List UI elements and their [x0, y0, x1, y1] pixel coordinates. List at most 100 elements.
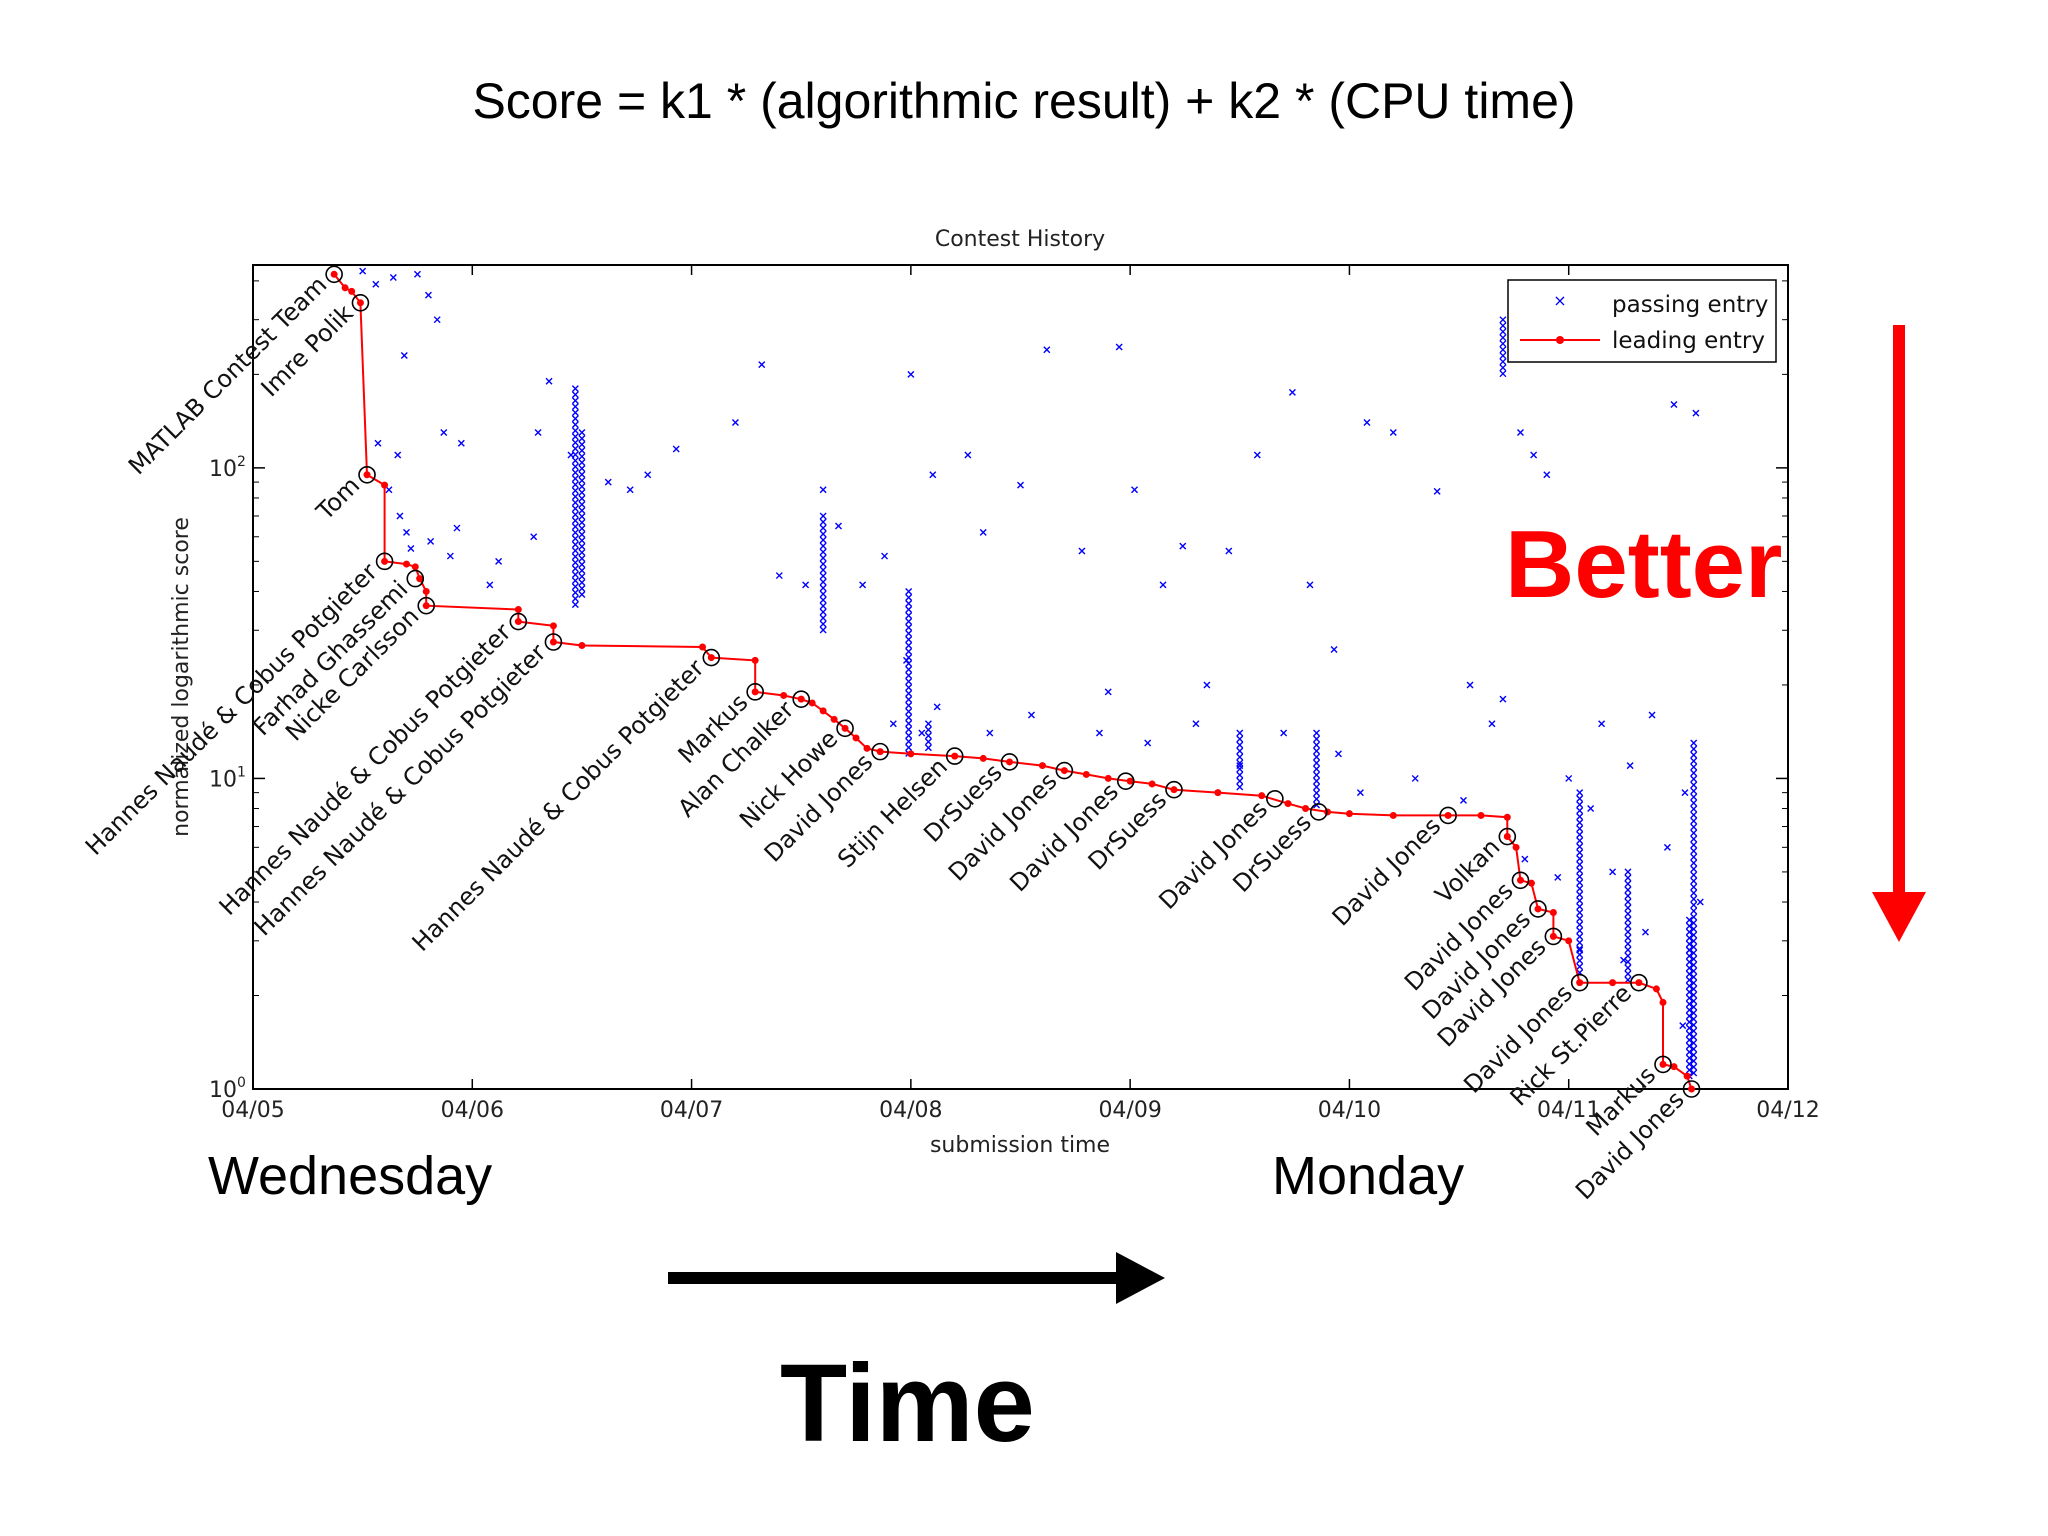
passing-entry-point	[1690, 1003, 1698, 1011]
passing-entry-point	[1236, 759, 1244, 767]
leader-marker	[544, 633, 563, 651]
passing-entry-point	[1690, 1009, 1698, 1017]
passing-entry-point	[1690, 919, 1698, 927]
passing-entry-point	[758, 361, 766, 369]
passing-entry-point	[578, 566, 586, 574]
time-arrow-head	[1116, 1252, 1165, 1304]
passing-entry-point	[1685, 1030, 1693, 1038]
passing-entry-point	[1115, 343, 1123, 351]
leading-entry-point	[1345, 810, 1353, 818]
passing-entry-point	[578, 560, 586, 568]
leading-entry-point	[1652, 985, 1660, 993]
passing-entry-point	[1576, 891, 1584, 899]
passing-entry-point	[1236, 777, 1244, 785]
passing-entry-point	[389, 274, 397, 282]
passing-entry-point	[571, 457, 579, 465]
passing-entry-point	[571, 541, 579, 549]
passing-entry-point	[578, 530, 586, 538]
leader-marker	[1682, 1080, 1701, 1098]
passing-entry-point	[571, 559, 579, 567]
passing-entry-point	[571, 517, 579, 525]
leading-entry-point	[1503, 833, 1511, 841]
passing-entry-point	[1690, 979, 1698, 987]
passing-entry-point	[1499, 328, 1507, 336]
passing-entry-point	[1690, 1021, 1698, 1029]
passing-entry-point	[933, 703, 941, 711]
passing-entry-point	[905, 611, 913, 619]
passing-entry-point	[1690, 847, 1698, 855]
x-tick-label: 04/10	[1318, 1098, 1381, 1123]
better-arrow-head	[1872, 892, 1926, 942]
passing-entry-point	[571, 595, 579, 603]
passing-entry-point	[819, 590, 827, 598]
passing-entry-point	[407, 545, 415, 552]
passing-entry-point	[571, 499, 579, 507]
leading-entry-point	[1609, 979, 1617, 987]
passing-entry-point	[571, 475, 579, 483]
passing-entry-point	[819, 584, 827, 592]
passing-entry-point	[457, 439, 465, 447]
passing-entry-point	[571, 385, 579, 393]
passing-entry-point	[571, 583, 579, 591]
passing-entry-point	[819, 486, 827, 494]
passing-entry-point	[1576, 879, 1584, 887]
leading-entry-point	[348, 287, 356, 295]
x-tick-label: 04/05	[221, 1098, 284, 1123]
time-label: Time	[780, 1342, 1035, 1465]
passing-entry-point	[859, 581, 867, 589]
leading-entry-point	[1006, 758, 1014, 766]
passing-entry-point	[1685, 976, 1693, 984]
passing-entry-point	[578, 542, 586, 550]
passing-entry-point	[1313, 765, 1321, 773]
passing-entry-point	[1624, 958, 1632, 966]
passing-entry-point	[571, 439, 579, 447]
leading-entry-point	[841, 724, 849, 732]
passing-entry-point	[1159, 581, 1167, 589]
passing-entry-point	[1576, 837, 1584, 845]
passing-entry-point	[578, 590, 586, 598]
passing-entry-point	[578, 500, 586, 508]
passing-entry-point	[905, 623, 913, 631]
leading-entry-point	[1549, 932, 1557, 940]
leading-entry-point	[341, 284, 349, 292]
passing-entry-point	[1690, 883, 1698, 891]
time-arrow	[668, 1252, 1165, 1304]
passing-entry-point	[578, 572, 586, 580]
passing-entry-point	[1690, 877, 1698, 885]
passing-entry-point	[1236, 729, 1244, 737]
passing-entry-point	[1576, 855, 1584, 863]
passing-entry-point	[1576, 819, 1584, 827]
passing-entry-point	[1313, 753, 1321, 761]
passing-entry-point	[1624, 892, 1632, 900]
legend-box	[1507, 279, 1777, 363]
passing-entry-point	[1670, 400, 1678, 408]
passing-entry-point	[578, 440, 586, 448]
passing-entry-point	[1499, 364, 1507, 372]
passing-entry-point	[1690, 811, 1698, 819]
passing-entry-point	[1690, 895, 1698, 903]
passing-entry-point	[819, 560, 827, 568]
better-arrow	[1872, 325, 1926, 942]
y-axis-title: normalized logarithmic score	[169, 517, 194, 837]
passing-entry-point	[1685, 928, 1693, 936]
passing-entry-point	[1690, 793, 1698, 801]
passing-entry-point	[1466, 681, 1474, 689]
passing-entry-point	[819, 566, 827, 574]
passing-entry-point	[924, 744, 932, 752]
passing-entry-point	[889, 720, 897, 728]
passing-entry-point	[1685, 988, 1693, 996]
x-axis-title: submission time	[930, 1133, 1110, 1158]
passing-entry-point	[1576, 843, 1584, 851]
passing-entry-point	[1543, 471, 1551, 479]
passing-entry-point	[1624, 946, 1632, 954]
leader-label: Tom	[310, 471, 365, 526]
passing-entry-point	[1648, 711, 1656, 719]
passing-entry-point	[905, 593, 913, 601]
leader-marker	[1498, 827, 1517, 846]
passing-entry-point	[1576, 825, 1584, 833]
passing-entry-point	[1576, 831, 1584, 839]
passing-entry-point	[1576, 801, 1584, 809]
leading-entries	[330, 270, 1696, 1093]
passing-entry-point	[1280, 729, 1288, 737]
